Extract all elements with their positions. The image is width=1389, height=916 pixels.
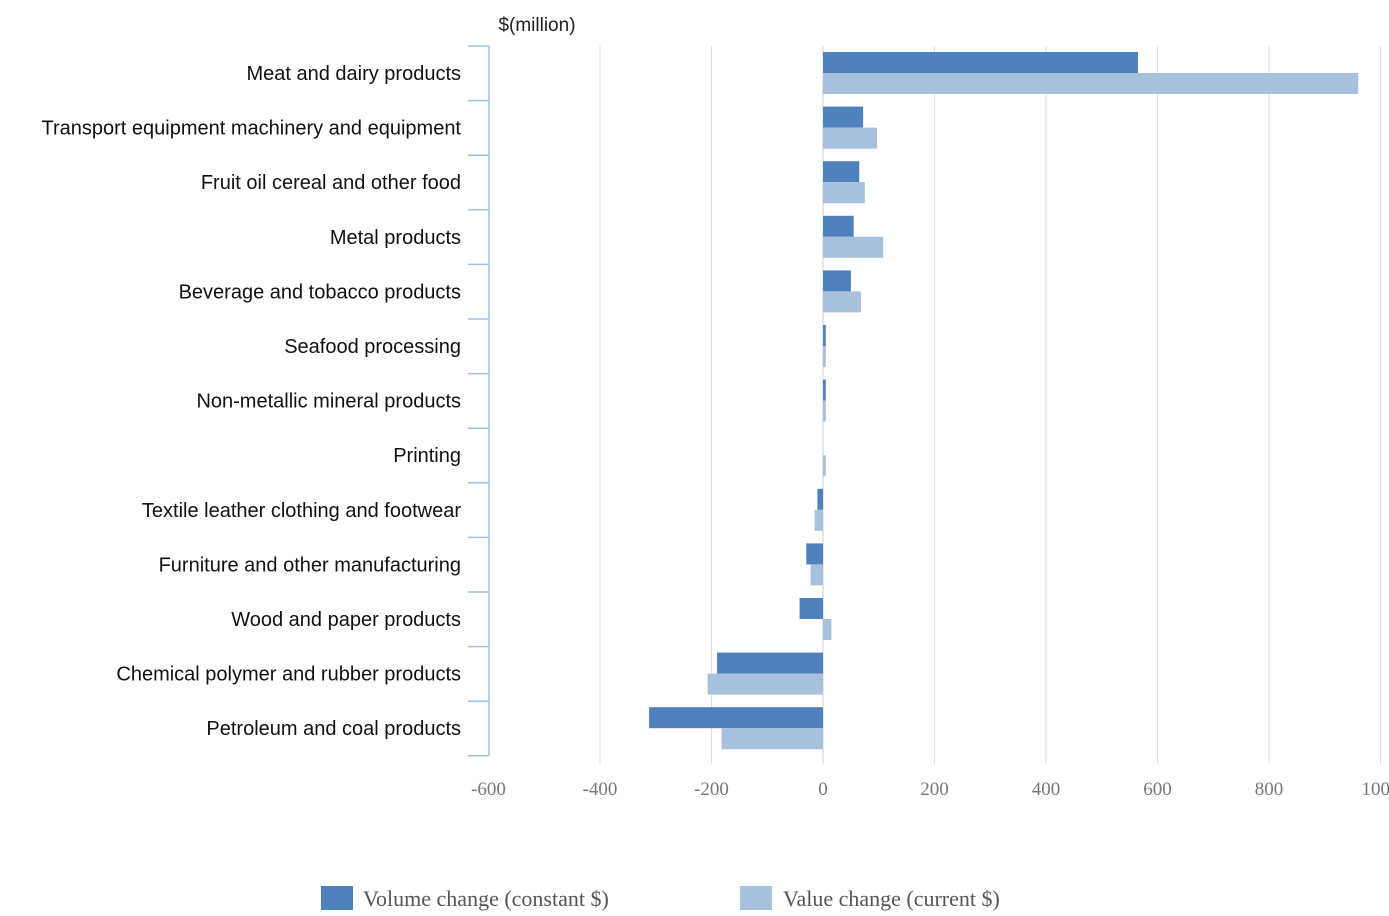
- legend-label: Value change (current $): [783, 886, 1000, 911]
- bar-volume: [717, 653, 823, 674]
- x-tick-label: 1000: [1362, 779, 1389, 800]
- legend-label: Volume change (constant $): [363, 886, 609, 911]
- bar-value: [708, 674, 823, 695]
- x-tick-label: 600: [1143, 779, 1172, 800]
- x-tick-label: -400: [583, 779, 618, 800]
- bar-volume: [817, 489, 823, 510]
- bar-volume: [823, 107, 863, 128]
- category-label: Meat and dairy products: [246, 63, 461, 85]
- category-label: Beverage and tobacco products: [179, 281, 461, 303]
- bar-volume: [823, 380, 826, 401]
- bar-value: [823, 128, 877, 149]
- category-label: Printing: [393, 445, 461, 467]
- bar-volume: [823, 52, 1138, 73]
- category-label: Seafood processing: [284, 336, 461, 358]
- x-tick-label: 800: [1255, 779, 1284, 800]
- category-label: Textile leather clothing and footwear: [142, 500, 461, 522]
- category-label: Wood and paper products: [231, 609, 461, 631]
- category-label: Fruit oil cereal and other food: [201, 172, 461, 194]
- bar-volume: [823, 325, 826, 346]
- x-tick-labels: -600 -400 -200 0 200 400 600 800 1000: [471, 779, 1389, 800]
- bar-value: [823, 619, 831, 640]
- bars: [649, 52, 1358, 749]
- unit-label: $(million): [498, 15, 575, 36]
- bar-value: [823, 401, 826, 422]
- x-tick-label: -600: [471, 779, 506, 800]
- category-label: Furniture and other manufacturing: [159, 554, 461, 576]
- category-label: Petroleum and coal products: [206, 718, 461, 740]
- bar-value: [815, 510, 823, 531]
- bar-volume: [806, 543, 823, 564]
- bar-value: [823, 182, 865, 203]
- category-axis: [468, 46, 489, 756]
- bar-value: [811, 564, 823, 585]
- bar-value: [823, 237, 883, 258]
- bar-volume: [649, 707, 823, 728]
- category-labels: Meat and dairy products Transport equipme…: [42, 63, 462, 740]
- category-label: Chemical polymer and rubber products: [116, 664, 461, 686]
- legend-swatch: [740, 886, 772, 910]
- legend: Volume change (constant $) Value change (…: [321, 886, 1000, 911]
- x-tick-label: 200: [920, 779, 949, 800]
- category-label: Non-metallic mineral products: [196, 391, 461, 413]
- bar-value: [823, 346, 826, 367]
- x-tick-label: -200: [694, 779, 729, 800]
- category-label: Transport equipment machinery and equipm…: [42, 118, 462, 140]
- bar-volume: [800, 598, 823, 619]
- bar-value: [823, 73, 1358, 94]
- bar-volume: [823, 270, 851, 291]
- legend-swatch: [321, 886, 353, 910]
- bar-value: [823, 291, 861, 312]
- bar-value: [722, 728, 823, 749]
- category-label: Metal products: [330, 227, 461, 249]
- bar-volume: [823, 216, 854, 237]
- bar-value: [823, 455, 826, 476]
- x-tick-label: 0: [818, 779, 828, 800]
- bar-volume: [823, 161, 859, 182]
- x-tick-label: 400: [1032, 779, 1061, 800]
